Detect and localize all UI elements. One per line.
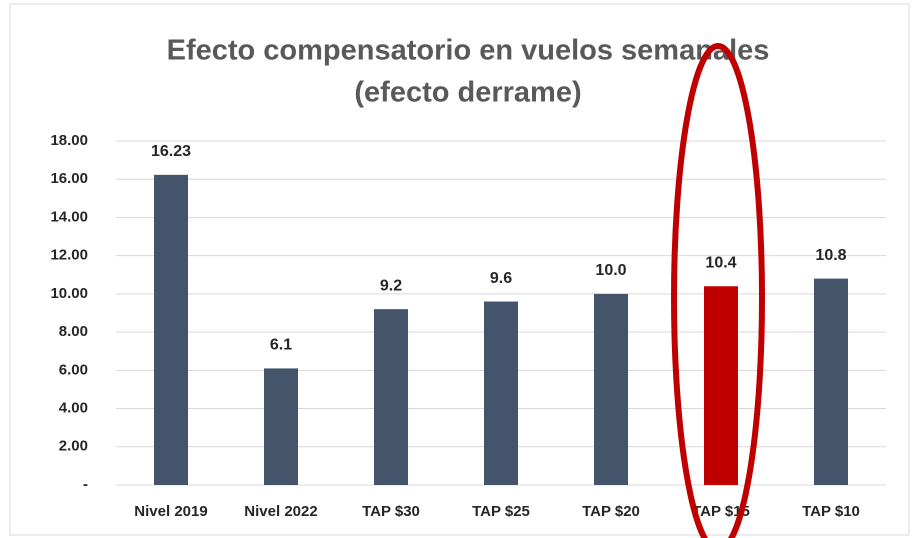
- y-tick-label: 18.00: [50, 132, 88, 149]
- data-label: 10.4: [705, 254, 736, 271]
- y-tick-label: 2.00: [59, 438, 88, 455]
- data-label: 16.23: [151, 143, 191, 160]
- x-tick-label: TAP $10: [802, 503, 860, 520]
- bar: [594, 293, 628, 485]
- bar: [484, 301, 518, 485]
- bar: [374, 309, 408, 485]
- y-tick-label: -: [83, 476, 88, 493]
- data-label: 10.0: [595, 262, 626, 279]
- y-tick-label: 6.00: [59, 361, 88, 378]
- bar: [704, 286, 738, 485]
- data-label: 6.1: [270, 337, 292, 354]
- x-tick-label: TAP $20: [582, 503, 640, 520]
- y-tick-label: 4.00: [59, 400, 88, 417]
- data-label: 9.6: [490, 270, 512, 287]
- bar: [154, 174, 188, 485]
- x-tick-label: Nivel 2019: [134, 503, 207, 520]
- x-tick-label: TAP $25: [472, 503, 530, 520]
- y-tick-label: 10.00: [50, 285, 88, 302]
- data-label: 9.2: [380, 277, 402, 294]
- x-tick-label: TAP $30: [362, 503, 420, 520]
- y-tick-label: 14.00: [50, 208, 88, 225]
- x-tick-label: TAP $15: [692, 503, 750, 520]
- x-tick-label: Nivel 2022: [244, 503, 317, 520]
- plot-area: - 2.00 4.00 6.00 8.00 10.00 12.00 14.00 16.00 18.…: [50, 132, 886, 520]
- bar: [264, 368, 298, 485]
- bar: [814, 278, 848, 485]
- y-tick-label: 12.00: [50, 247, 88, 264]
- y-tick-label: 16.00: [50, 170, 88, 187]
- y-tick-label: 8.00: [59, 323, 88, 340]
- highlight-ellipse: [671, 43, 765, 538]
- chart-title: Efecto compensatorio en vuelos semanales: [167, 35, 770, 67]
- data-label: 10.8: [815, 247, 846, 264]
- chart-subtitle: (efecto derrame): [354, 77, 581, 109]
